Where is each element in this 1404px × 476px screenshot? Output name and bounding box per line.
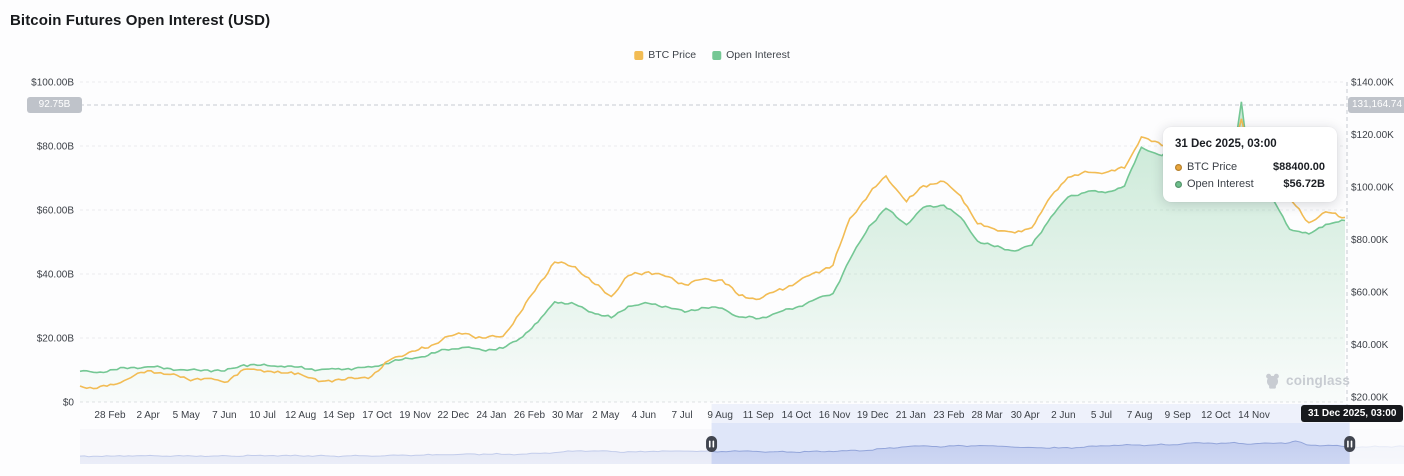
x-axis-label: 14 Oct <box>782 410 812 421</box>
x-axis-label: 9 Sep <box>1165 410 1192 421</box>
crosshair-date-badge: 31 Dec 2025, 03:00 <box>1301 405 1404 422</box>
y-axis-left-label: $40.00B <box>37 270 75 281</box>
open-interest-line <box>79 101 1346 374</box>
x-axis-label: 5 May <box>173 410 200 421</box>
watermark-text: coinglass <box>1286 373 1351 388</box>
handle-bar-icon <box>708 440 711 448</box>
handle-bar-icon <box>712 440 715 448</box>
navigator-line <box>79 440 1404 458</box>
tooltip-row-open-interest: Open Interest $56.72B <box>1175 178 1325 190</box>
crosshair-left-value-badge: 92.75B <box>27 97 82 113</box>
tooltip-value: $88400.00 <box>1273 161 1325 173</box>
y-axis-right-label: $20.00K <box>1351 393 1389 404</box>
x-axis-label: 24 Jan <box>476 410 506 421</box>
x-axis-label: 7 Jun <box>212 410 236 421</box>
y-axis-left-label: $20.00B <box>37 334 75 345</box>
btc-price-swatch-icon <box>634 50 644 60</box>
x-axis-label: 19 Nov <box>399 410 431 421</box>
open-interest-swatch-icon <box>712 50 722 60</box>
x-axis-label: 11 Sep <box>743 410 774 421</box>
handle-bar-icon <box>1347 440 1349 448</box>
chart-plot-area[interactable] <box>80 82 1345 402</box>
tooltip-date: 31 Dec 2025, 03:00 <box>1175 138 1277 150</box>
x-axis-label: 14 Sep <box>323 410 355 421</box>
tooltip-label: Open Interest <box>1187 178 1254 190</box>
x-axis-label: 9 Aug <box>707 410 733 421</box>
tooltip-label: BTC Price <box>1187 161 1238 173</box>
tooltip-value: $56.72B <box>1283 178 1325 190</box>
navigator-area <box>80 441 1404 464</box>
legend-label: Open Interest <box>726 49 790 61</box>
legend-item-open-interest[interactable]: Open Interest <box>712 49 790 61</box>
xaxis-selected-band <box>711 404 1350 426</box>
legend: BTC Price Open Interest <box>634 49 790 61</box>
x-axis-label: 21 Jan <box>896 410 926 421</box>
x-axis-label: 26 Feb <box>514 410 546 421</box>
x-axis-label: 2 May <box>592 410 619 421</box>
page-title: Bitcoin Futures Open Interest (USD) <box>10 12 271 29</box>
y-axis-right-label: $100.00K <box>1351 183 1394 194</box>
handle-grip-icon <box>1344 436 1356 452</box>
handle-grip-icon <box>706 436 718 452</box>
x-axis-label: 28 Mar <box>972 410 1004 421</box>
btc-price-line <box>79 118 1346 390</box>
x-axis-label: 2 Apr <box>136 410 160 421</box>
y-axis-left-label: $0 <box>63 398 75 409</box>
chart-tooltip: 31 Dec 2025, 03:00 BTC Price $88400.00 O… <box>1163 127 1337 202</box>
y-axis-left-label: $80.00B <box>37 142 75 153</box>
legend-label: BTC Price <box>648 49 697 61</box>
x-axis-label: 19 Dec <box>857 410 889 421</box>
x-axis-label: 14 Nov <box>1238 410 1270 421</box>
x-axis-label: 28 Feb <box>94 410 126 421</box>
navigator-handle-right[interactable] <box>1344 436 1356 452</box>
y-axis-right-label: $140.00K <box>1351 78 1394 89</box>
tooltip-row-btc-price: BTC Price $88400.00 <box>1175 161 1325 173</box>
navigator-unselected-right <box>1349 423 1404 464</box>
y-axis-left-label: $100.00B <box>31 78 74 89</box>
x-axis-label: 10 Jul <box>249 410 276 421</box>
y-axis-right-label: $80.00K <box>1351 235 1389 246</box>
open-interest-area <box>80 101 1345 403</box>
x-axis-label: 30 Apr <box>1011 410 1041 421</box>
x-axis-label: 23 Feb <box>933 410 965 421</box>
x-axis-label: 16 Nov <box>819 410 851 421</box>
x-axis-label: 12 Aug <box>285 410 316 421</box>
watermark: coinglass <box>1264 372 1350 389</box>
btc-price-dot-icon <box>1175 163 1182 171</box>
open-interest-dot-icon <box>1175 180 1182 188</box>
x-axis-label: 7 Aug <box>1127 410 1153 421</box>
x-axis-label: 7 Jul <box>671 410 692 421</box>
navigator-unselected-left <box>80 423 712 464</box>
x-axis-label: 22 Dec <box>437 410 469 421</box>
x-axis-label: 30 Mar <box>552 410 584 421</box>
legend-item-btc-price[interactable]: BTC Price <box>634 49 696 61</box>
x-axis-label: 17 Oct <box>362 410 392 421</box>
x-axis-label: 4 Jun <box>632 410 656 421</box>
x-axis-label: 12 Oct <box>1201 410 1231 421</box>
coinglass-logo-icon <box>1266 373 1279 389</box>
y-axis-right-label: $40.00K <box>1351 340 1389 351</box>
crosshair-right-value-badge: 131,164.74 <box>1348 97 1404 113</box>
y-axis-right-label: $60.00K <box>1351 288 1389 299</box>
y-axis-left-label: $60.00B <box>37 206 75 217</box>
y-axis-right-label: $120.00K <box>1351 130 1394 141</box>
navigator-handle-left[interactable] <box>706 436 718 452</box>
handle-bar-icon <box>1350 440 1353 448</box>
x-axis-label: 5 Jul <box>1091 410 1112 421</box>
x-axis-label: 2 Jun <box>1051 410 1075 421</box>
